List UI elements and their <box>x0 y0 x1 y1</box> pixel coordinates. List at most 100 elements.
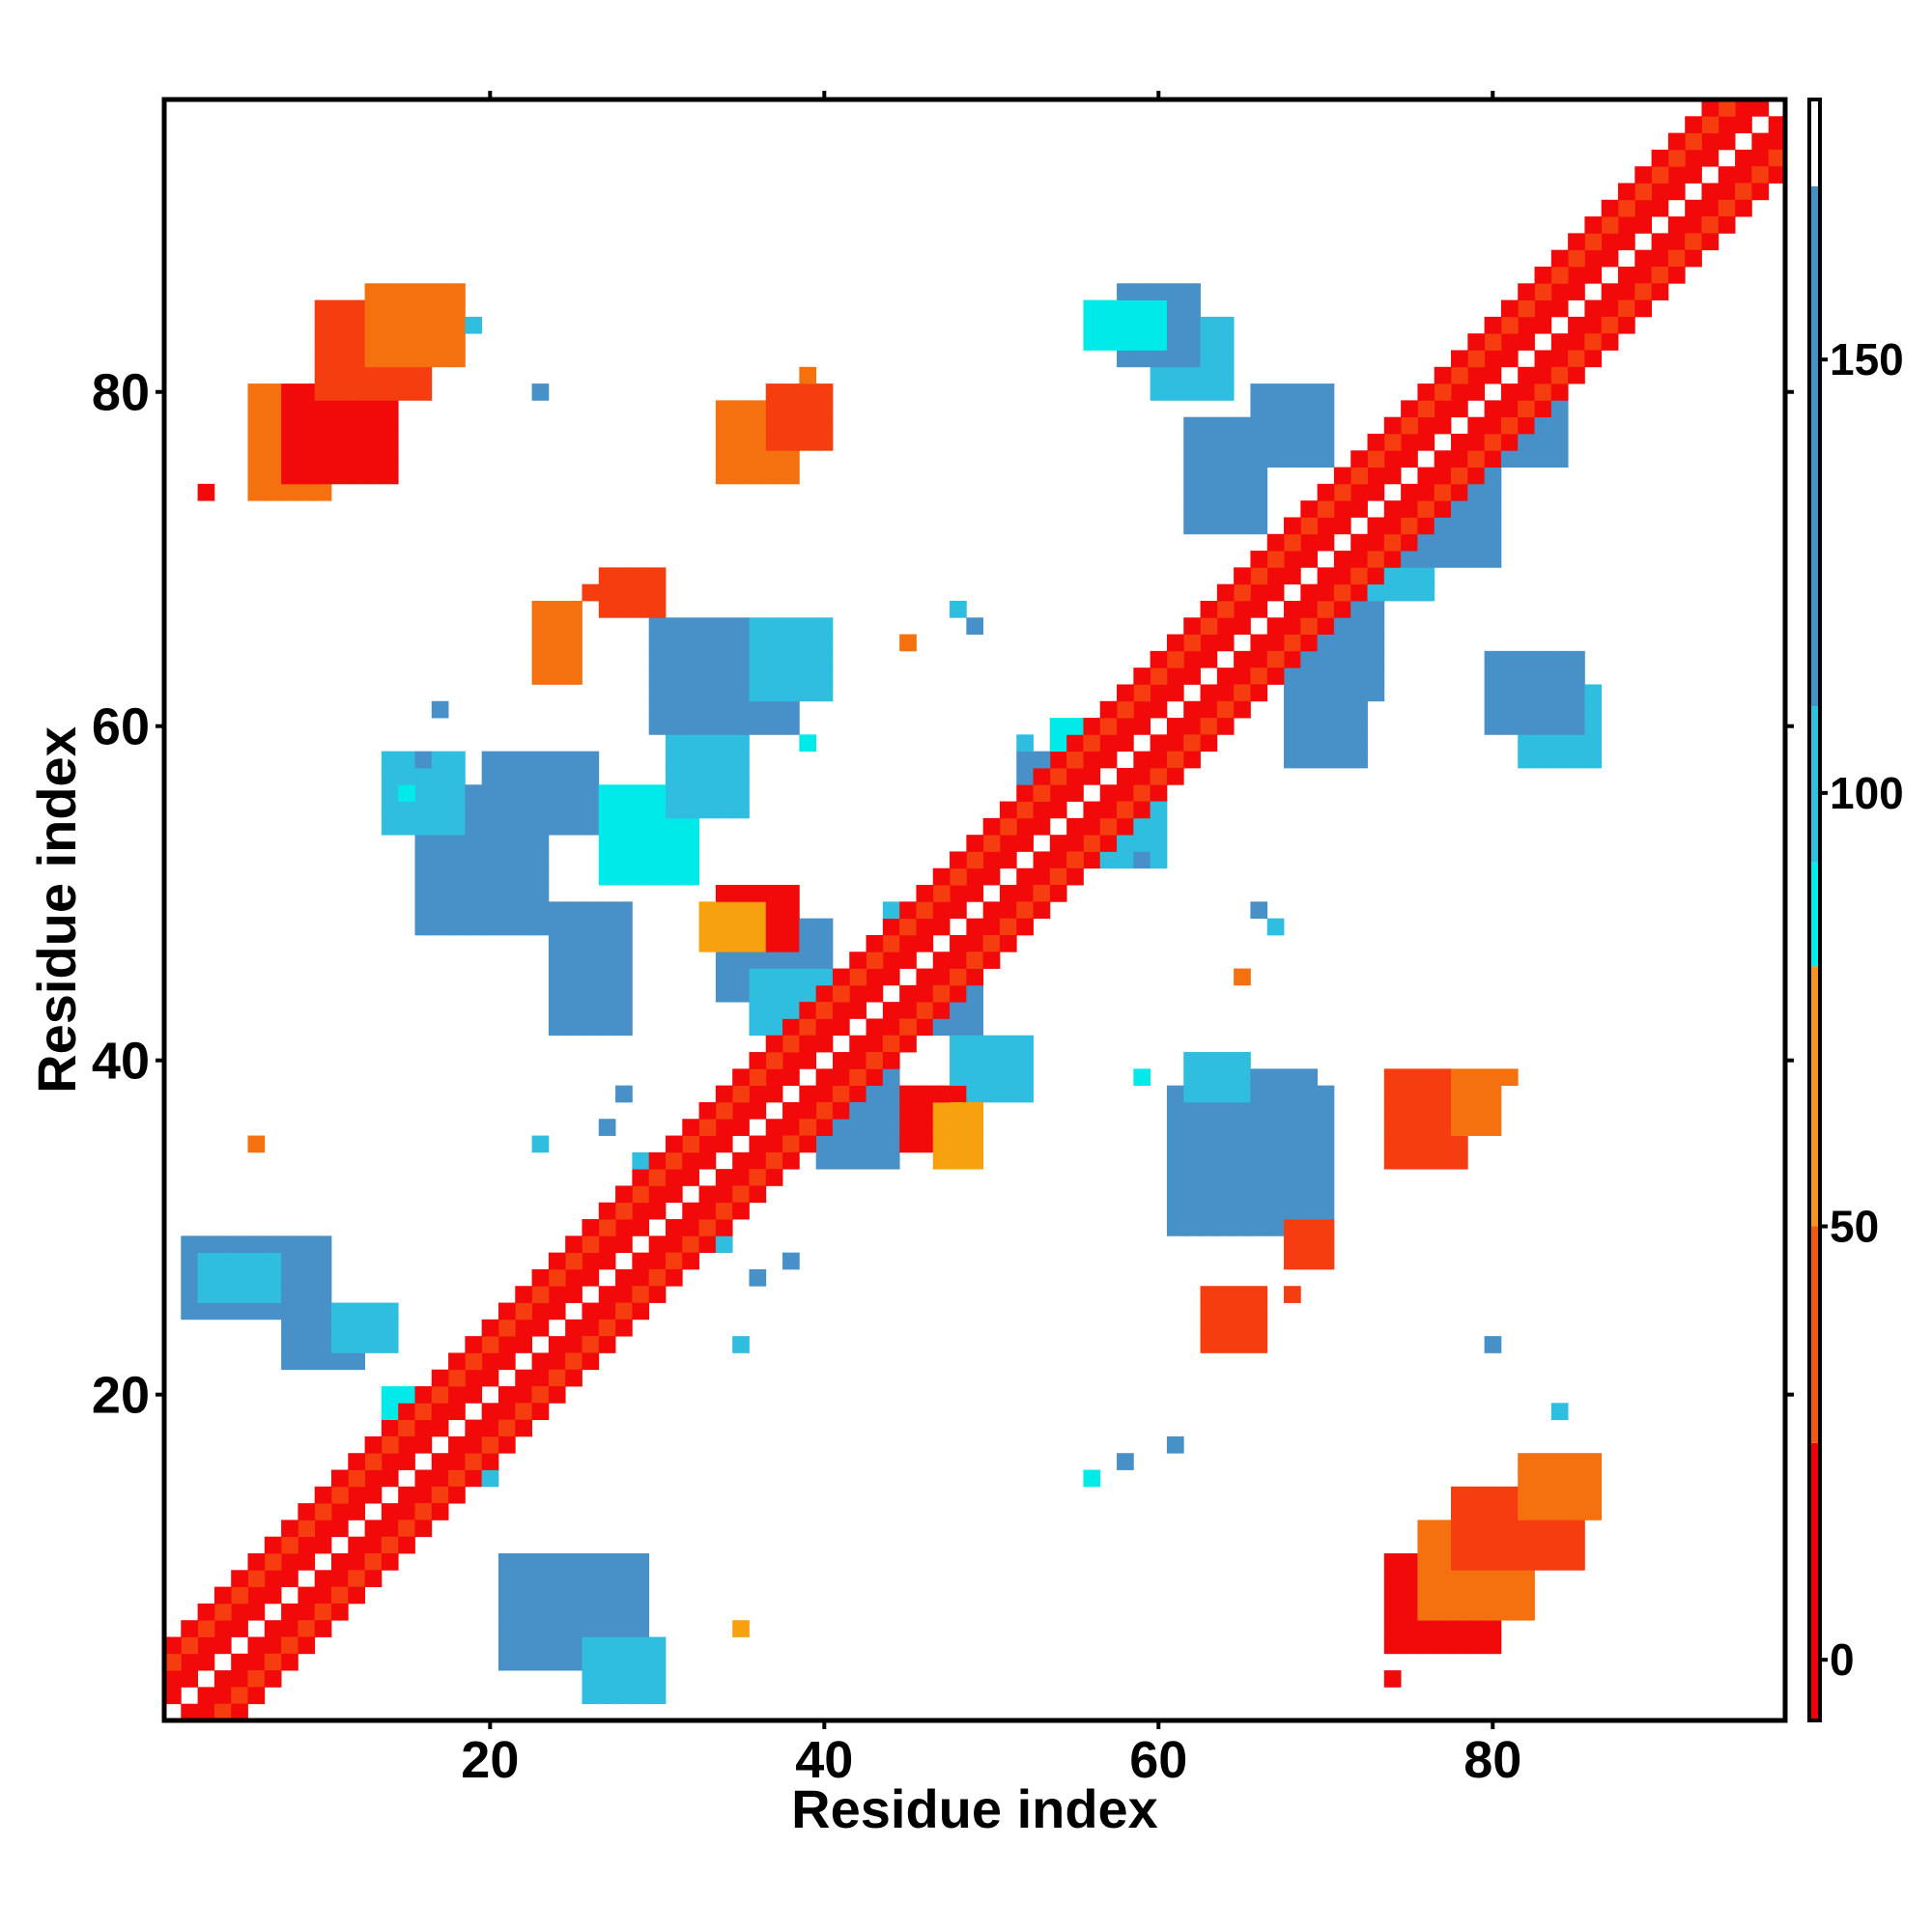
heatmap-cell <box>1568 1553 1585 1571</box>
heatmap-cell <box>648 700 667 719</box>
heatmap-cell <box>1584 333 1603 351</box>
heatmap-cell <box>1049 851 1067 869</box>
heatmap-cell <box>1234 1286 1251 1303</box>
heatmap-cell <box>815 1151 834 1170</box>
heatmap-cell <box>682 751 699 769</box>
heatmap-cell <box>866 968 884 986</box>
heatmap-cell <box>882 952 900 969</box>
heatmap-cell <box>682 867 699 886</box>
heatmap-cell <box>782 934 800 952</box>
heatmap-cell <box>1317 1151 1335 1170</box>
heatmap-cell <box>197 1268 215 1287</box>
heatmap-cell <box>281 1252 298 1270</box>
heatmap-cell <box>281 467 298 485</box>
heatmap-cell <box>1383 1151 1402 1170</box>
heatmap-cell <box>1534 1536 1552 1554</box>
heatmap-cell <box>481 901 499 920</box>
heatmap-cell <box>615 1185 633 1204</box>
heatmap-cell <box>866 1101 884 1120</box>
heatmap-cell <box>1383 517 1402 535</box>
heatmap-cell <box>1117 851 1134 869</box>
heatmap-cell <box>548 918 566 936</box>
heatmap-cell <box>1166 384 1184 401</box>
heatmap-cell <box>1735 99 1752 117</box>
heatmap-cell <box>598 1653 616 1671</box>
heatmap-cell <box>548 1553 566 1571</box>
heatmap-cell <box>515 901 532 920</box>
heatmap-cell <box>330 1486 349 1504</box>
heatmap-cell <box>916 968 934 986</box>
heatmap-cell <box>247 1670 266 1688</box>
heatmap-cell <box>615 1603 633 1621</box>
heatmap-cell <box>381 1435 399 1454</box>
heatmap-cell <box>899 952 917 969</box>
heatmap-cell <box>982 817 1001 836</box>
heatmap-cell <box>1667 249 1686 268</box>
heatmap-cell <box>1234 1219 1251 1236</box>
heatmap-cell <box>465 817 483 836</box>
heatmap-cell <box>1133 751 1151 769</box>
heatmap-cell <box>531 767 550 785</box>
heatmap-cell <box>1401 1119 1418 1136</box>
heatmap-cell <box>582 1302 600 1321</box>
heatmap-cell <box>481 885 499 902</box>
heatmap-cell <box>999 885 1017 902</box>
heatmap-cell <box>1333 600 1351 618</box>
heatmap-cell <box>1317 384 1335 401</box>
heatmap-cell <box>749 433 767 451</box>
heatmap-cell <box>999 1052 1017 1069</box>
heatmap-cell <box>298 1302 316 1321</box>
heatmap-cell <box>1284 567 1301 585</box>
heatmap-cell <box>1534 384 1552 401</box>
heatmap-cell <box>381 784 399 802</box>
heatmap-cell <box>1634 183 1653 201</box>
heatmap-cell <box>398 1386 415 1404</box>
heatmap-cell <box>1150 751 1168 769</box>
heatmap-cell <box>314 1603 332 1621</box>
y-tick-label: 60 <box>92 698 150 756</box>
heatmap-cell <box>1518 650 1535 668</box>
heatmap-cell <box>1066 867 1084 886</box>
heatmap-cell <box>314 1586 332 1605</box>
heatmap-cell <box>1550 266 1569 284</box>
heatmap-cell <box>213 1252 232 1270</box>
heatmap-cell <box>615 801 633 819</box>
heatmap-cell <box>1401 483 1418 501</box>
heatmap-cell <box>565 1653 582 1671</box>
heatmap-cell <box>1216 1052 1235 1069</box>
heatmap-cell <box>749 1101 767 1120</box>
heatmap-cell <box>1183 1101 1201 1120</box>
heatmap-cell <box>264 1268 282 1287</box>
heatmap-cell <box>582 1018 600 1037</box>
heatmap-cell <box>330 1336 349 1353</box>
heatmap-cell <box>264 400 282 418</box>
heatmap-cell <box>1500 350 1519 368</box>
heatmap-cell <box>1401 1151 1418 1170</box>
colorbar-tick-label: 50 <box>1830 1202 1879 1252</box>
heatmap-cell <box>749 1002 767 1019</box>
heatmap-cell <box>1401 583 1418 602</box>
heatmap-cell <box>648 1636 667 1655</box>
heatmap-cell <box>1718 199 1736 217</box>
heatmap-cell <box>665 634 683 652</box>
heatmap-cell <box>1234 968 1251 986</box>
heatmap-cell <box>1117 684 1134 702</box>
heatmap-cell <box>348 333 365 351</box>
heatmap-cell <box>832 1068 850 1087</box>
heatmap-cell <box>1200 316 1218 334</box>
heatmap-cell <box>431 1419 449 1437</box>
heatmap-cell <box>1133 817 1151 836</box>
heatmap-cell <box>765 1169 783 1186</box>
heatmap-cell <box>1434 500 1452 518</box>
heatmap-cell <box>448 801 466 819</box>
heatmap-cell <box>1768 116 1786 133</box>
heatmap-cell <box>1768 149 1786 167</box>
heatmap-cell <box>531 901 550 920</box>
heatmap-cell <box>1016 1085 1034 1103</box>
heatmap-cell <box>632 583 650 602</box>
heatmap-cell <box>1383 1553 1402 1571</box>
heatmap-cell <box>1550 1453 1569 1470</box>
heatmap-cell <box>1284 1252 1301 1270</box>
heatmap-cell <box>782 1119 800 1136</box>
heatmap-cell <box>497 817 516 836</box>
